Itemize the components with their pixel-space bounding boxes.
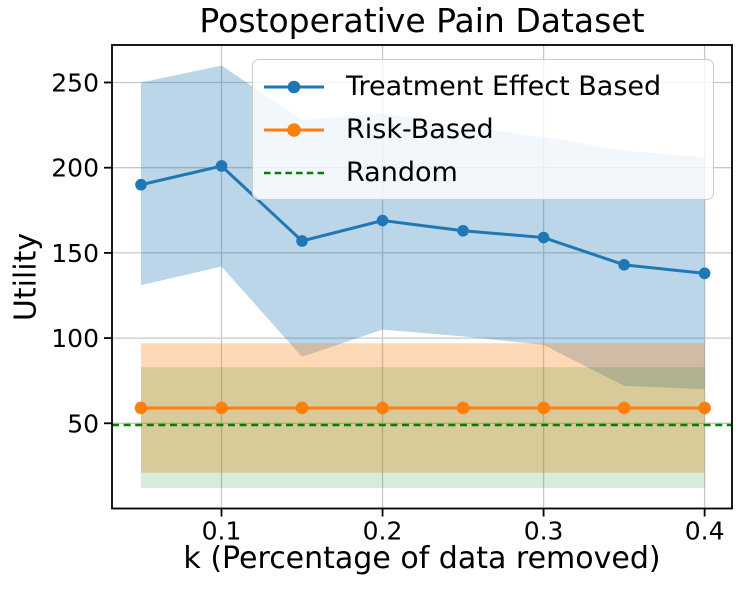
- legend-label: Random: [346, 157, 458, 188]
- y-tick-label: 250: [51, 68, 99, 97]
- y-tick-label: 50: [67, 409, 99, 438]
- y-tick-label: 200: [51, 154, 99, 183]
- legend-item-risk-based: Risk-Based: [253, 114, 713, 145]
- legend-item-random: Random: [253, 157, 713, 188]
- y-axis-label: Utility: [8, 232, 44, 322]
- x-axis-label: k (Percentage of data removed): [183, 541, 661, 576]
- y-tick-label: 150: [51, 239, 99, 268]
- risk-based-line-sample-icon: [264, 122, 324, 137]
- x-tick-label: 0.3: [524, 517, 564, 546]
- legend: Treatment Effect Based Risk-Based Random: [252, 59, 714, 200]
- chart-title: Postoperative Pain Dataset: [199, 1, 645, 40]
- x-tick-label: 0.2: [363, 517, 403, 546]
- legend-item-treatment-effect-based: Treatment Effect Based: [253, 71, 713, 102]
- y-tick-label: 100: [51, 324, 99, 353]
- treatment-effect-line-sample-icon: [264, 80, 324, 93]
- legend-label: Treatment Effect Based: [346, 71, 662, 102]
- x-tick-label: 0.1: [202, 517, 242, 546]
- legend-label: Risk-Based: [346, 114, 494, 145]
- x-tick-label: 0.4: [685, 517, 725, 546]
- random-line-sample-icon: [264, 171, 324, 174]
